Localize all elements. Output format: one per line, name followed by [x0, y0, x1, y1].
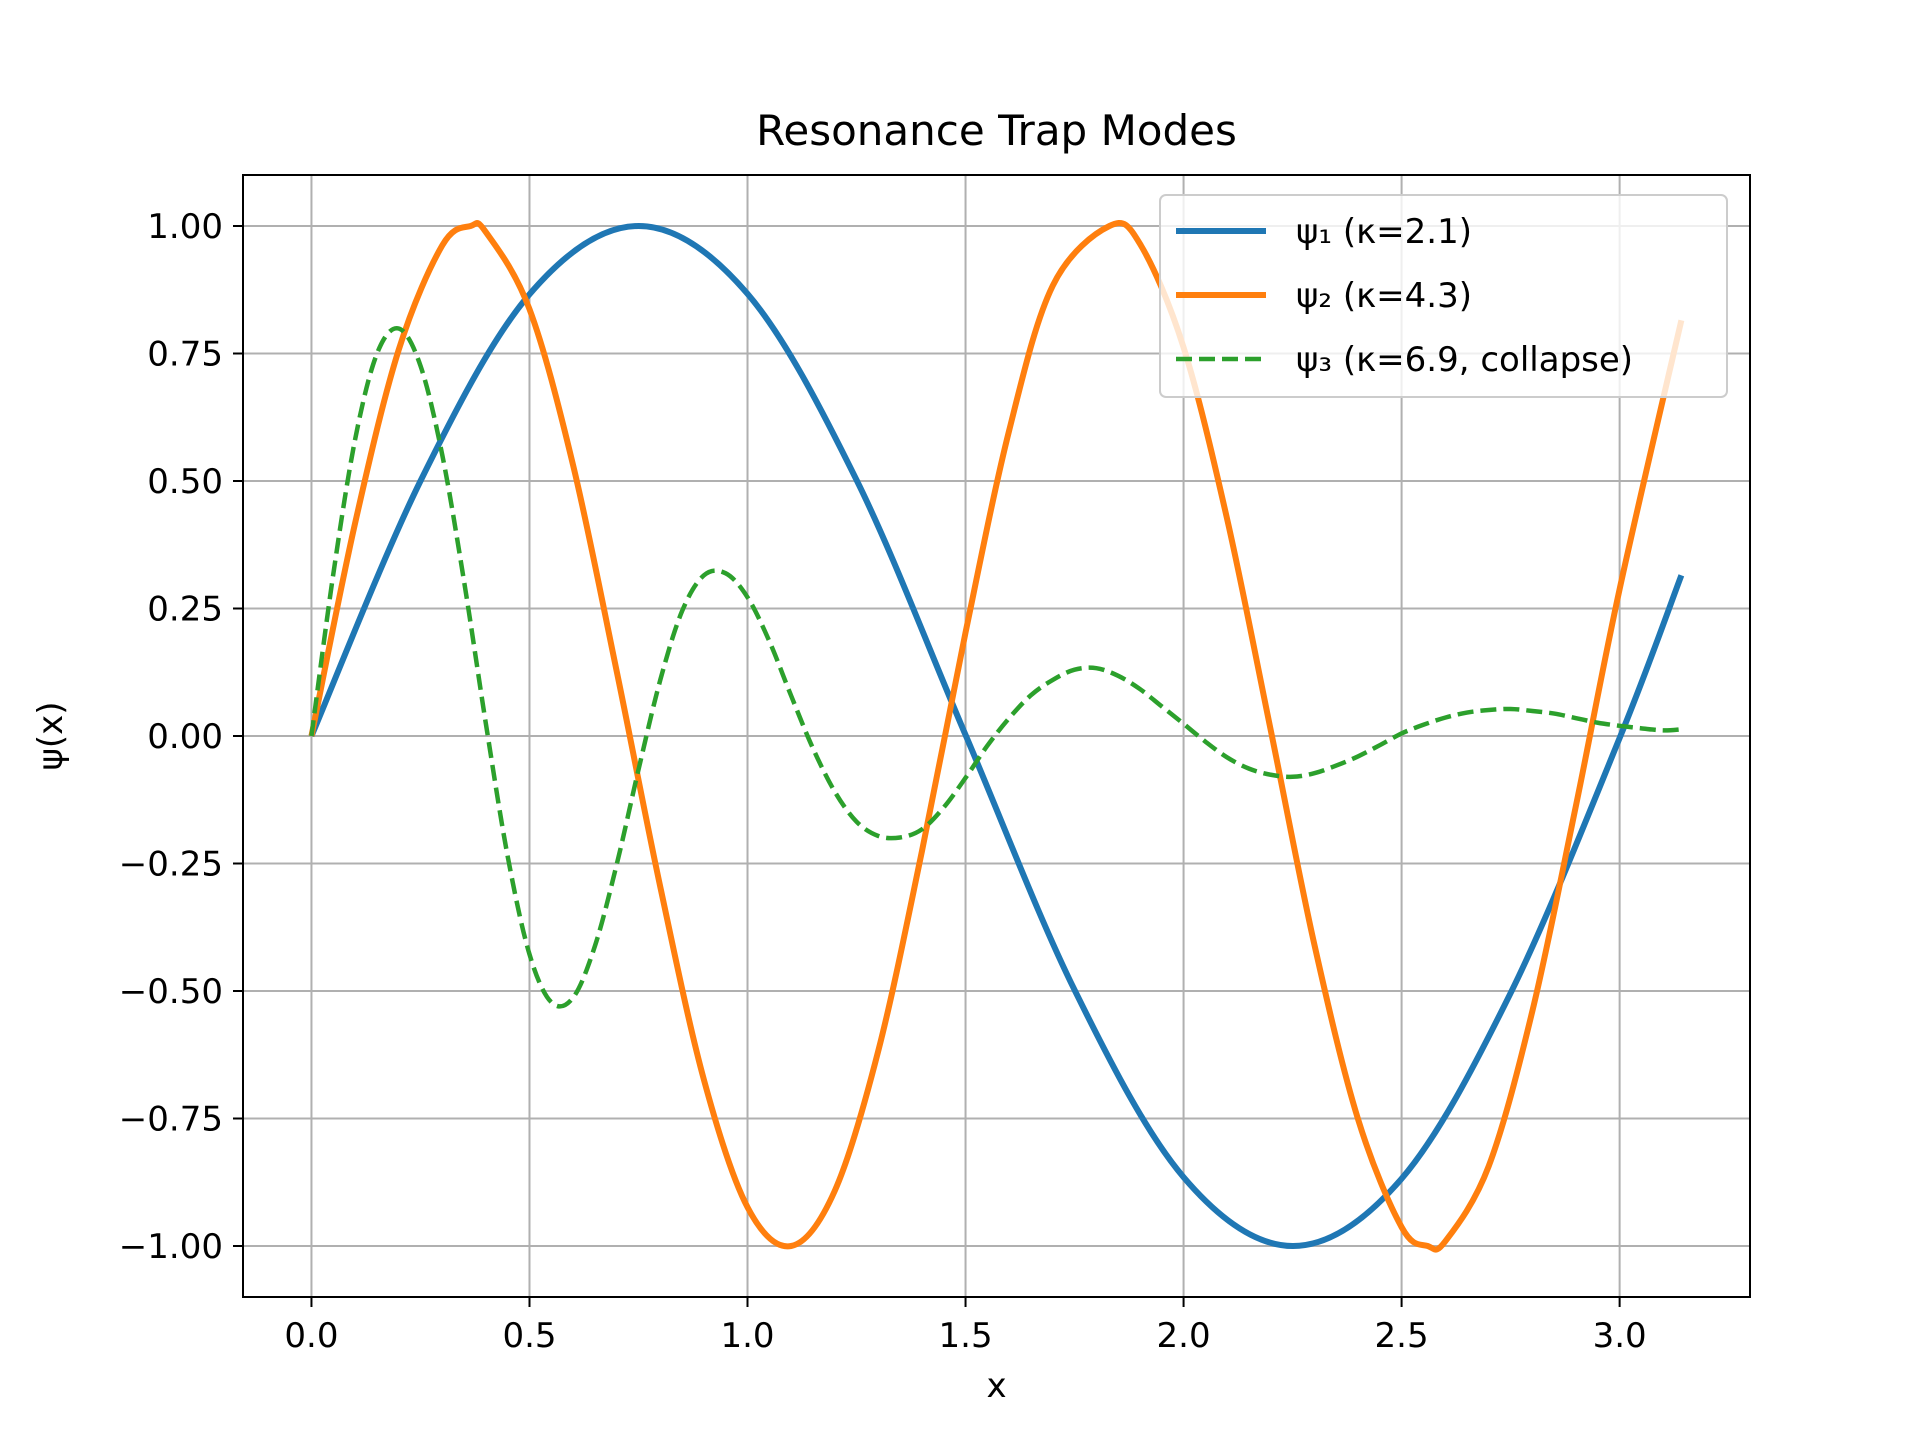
legend-label-3: ψ₃ (κ=6.9, collapse) [1296, 340, 1633, 380]
x-tick-label: 0.5 [502, 1316, 556, 1356]
x-axis-label: x [986, 1366, 1006, 1406]
y-tick-label: −1.00 [119, 1227, 223, 1267]
y-tick-label: 0.75 [147, 335, 223, 375]
chart-title: Resonance Trap Modes [756, 106, 1237, 155]
y-tick-label: 0.25 [147, 590, 223, 630]
y-tick-label: 0.00 [147, 717, 223, 757]
series-line-3 [309, 326, 1682, 1009]
series-line-2 [308, 220, 1685, 1253]
series-line-1 [308, 222, 1685, 1250]
y-tick-label: 0.50 [147, 462, 223, 502]
tick-marks: 0.0 0.5 1.0 1.5 2.0 2.5 3.0 1.00 0.75 0.50 0.25 0.0… [119, 207, 1647, 1356]
x-tick-label: 3.0 [1593, 1316, 1647, 1356]
y-tick-label: 1.00 [147, 207, 223, 247]
y-tick-label: −0.25 [119, 845, 223, 885]
plot-area [308, 220, 1685, 1253]
x-tick-label: 0.0 [284, 1316, 338, 1356]
x-tick-label: 2.5 [1375, 1316, 1429, 1356]
legend-box [1159, 194, 1728, 398]
legend-label-1: ψ₁ (κ=2.1) [1296, 212, 1472, 252]
legend-label-2: ψ₂ (κ=4.3) [1296, 276, 1472, 316]
y-tick-label: −0.75 [119, 1100, 223, 1140]
legend: ψ₁ (κ=2.1) ψ₂ (κ=4.3) ψ₃ (κ=6.9, collapse) [1159, 194, 1728, 398]
x-tick-label: 1.0 [720, 1316, 774, 1356]
x-tick-label: 1.5 [939, 1316, 993, 1356]
y-tick-label: −0.50 [119, 972, 223, 1012]
y-axis-label: ψ(x) [31, 701, 71, 770]
x-tick-label: 2.0 [1157, 1316, 1211, 1356]
